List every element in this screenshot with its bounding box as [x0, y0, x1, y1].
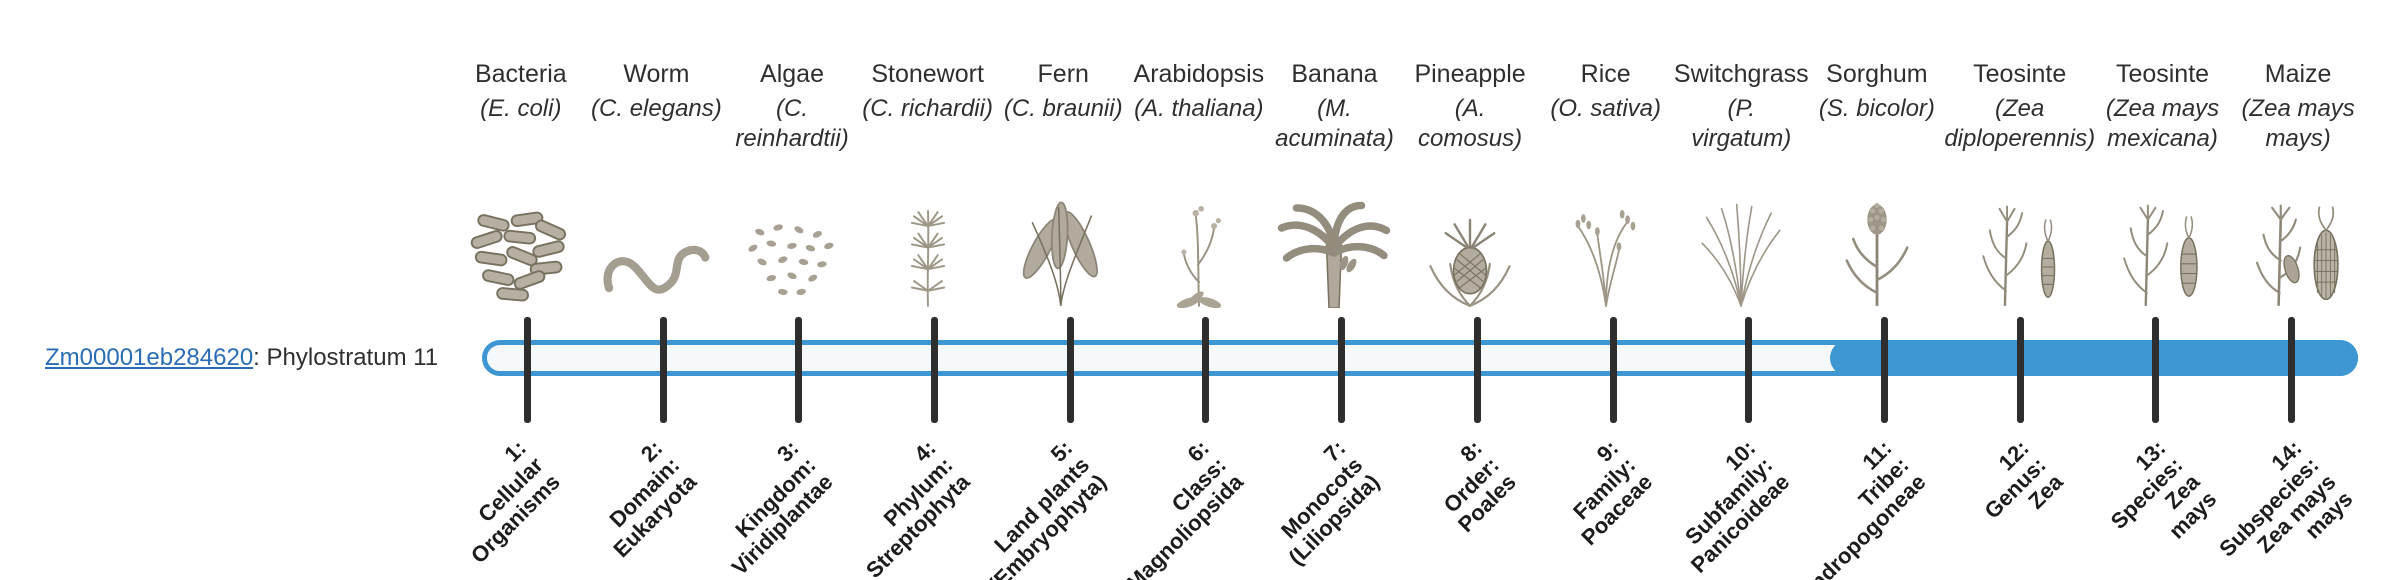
organism-scientific-name: (C. reinhardtii) — [735, 95, 849, 152]
phylostratum-tick — [795, 317, 803, 423]
organism-column-stonewort: Stonewort (C. richardii) — [860, 58, 996, 308]
organism-column-pineapple: Pineapple (A. comosus) — [1402, 58, 1538, 308]
stratum-label: 8: Order: Poales — [1438, 435, 1522, 538]
teosinte-mexicana-illustration — [2103, 190, 2223, 308]
teosinte-diploperennis-illustration — [1960, 190, 2080, 308]
algae-illustration — [732, 190, 852, 308]
organism-column-teosinte-diploperennis: Teosinte (Zea diploperennis) — [1944, 58, 2096, 308]
arabidopsis-illustration — [1144, 190, 1254, 308]
sorghum-illustration — [1822, 190, 1932, 308]
organism-common-name: Rice — [1580, 60, 1631, 88]
organism-common-name: Sorghum — [1826, 60, 1928, 88]
stratum-label: 12: Genus: Zea — [1979, 435, 2068, 524]
organism-scientific-name: (A. comosus) — [1418, 95, 1523, 152]
pineapple-illustration — [1415, 190, 1525, 308]
organism-scientific-name: (P. virgatum) — [1691, 95, 1792, 152]
organism-scientific-name: (A. thaliana) — [1134, 95, 1264, 122]
phylostratum-tick — [2152, 317, 2160, 423]
phylostratum-tick — [2016, 317, 2024, 423]
organism-column-banana: Banana (M. acuminata) — [1267, 58, 1403, 308]
organism-column-arabidopsis: Arabidopsis (A. thaliana) — [1131, 58, 1267, 308]
organism-common-name: Algae — [760, 60, 824, 88]
organism-common-name: Fern — [1037, 60, 1089, 88]
organism-scientific-name: (Zea diploperennis) — [1944, 95, 2096, 152]
strata-axis — [524, 317, 2295, 423]
stratum-label: 2: Domain: Eukaryota — [604, 435, 702, 563]
bacteria-illustration — [461, 190, 581, 308]
organism-column-algae: Algae (C. reinhardtii) — [724, 58, 860, 308]
phylostratum-tick — [931, 317, 939, 423]
organism-column-teosinte-mexicana: Teosinte (Zea mays mexicana) — [2095, 58, 2231, 308]
organism-common-name: Stonewort — [871, 60, 984, 88]
phylostrata-bar-fill — [1830, 340, 2358, 376]
organism-header-row: Bacteria (E. coli) Worm (C. elegans) — [453, 58, 2366, 308]
organism-common-name: Teosinte — [1973, 60, 2067, 88]
maize-illustration — [2233, 190, 2363, 308]
organism-common-name: Banana — [1291, 60, 1378, 88]
organism-scientific-name: (O. sativa) — [1550, 95, 1662, 122]
gene-label: Zm00001eb284620: Phylostratum 11 — [45, 344, 438, 372]
organism-common-name: Worm — [623, 60, 690, 88]
gene-phylostratum-text: : Phylostratum 11 — [253, 344, 439, 371]
organism-column-rice: Rice (O. sativa) — [1538, 58, 1674, 308]
organism-common-name: Maize — [2264, 60, 2332, 88]
organism-scientific-name: (Zea mays mexicana) — [2105, 95, 2220, 152]
organism-column-sorghum: Sorghum (S. bicolor) — [1809, 58, 1945, 308]
stratum-label: 9: Family: Poaceae — [1568, 435, 1658, 551]
switchgrass-illustration — [1686, 190, 1796, 308]
organism-scientific-name: (C. elegans) — [591, 95, 722, 122]
organism-common-name: Arabidopsis — [1133, 60, 1265, 88]
phylostratum-tick — [659, 317, 667, 423]
stonewort-illustration — [873, 190, 983, 308]
organism-scientific-name: (S. bicolor) — [1818, 95, 1935, 122]
phylostratum-tick — [1880, 317, 1888, 423]
organism-column-fern: Fern (C. braunii) — [995, 58, 1131, 308]
organism-scientific-name: (M. acuminata) — [1275, 95, 1394, 152]
phylostratum-tick — [1609, 317, 1617, 423]
organism-scientific-name: (E. coli) — [480, 95, 562, 122]
organism-column-maize: Maize (Zea mays mays) — [2230, 58, 2366, 308]
phylostratum-tick — [524, 317, 531, 423]
rice-illustration — [1551, 190, 1661, 308]
phylostratum-tick — [2287, 317, 2295, 423]
banana-illustration — [1269, 190, 1399, 308]
organism-common-name: Teosinte — [2115, 60, 2210, 88]
organism-common-name: Switchgrass — [1673, 60, 1809, 88]
organism-scientific-name: (C. braunii) — [1003, 95, 1123, 122]
gene-id-link[interactable]: Zm00001eb284620 — [45, 344, 254, 371]
fern-illustration — [1003, 190, 1123, 308]
organism-scientific-name: (Zea mays mays) — [2241, 95, 2355, 152]
stratum-label: 13: Species: Zea mays — [2105, 435, 2222, 544]
organism-scientific-name: (C. richardii) — [862, 95, 993, 122]
phylostratum-tick — [1745, 317, 1753, 423]
organism-column-switchgrass: Switchgrass (P. virgatum) — [1673, 58, 1809, 308]
strata-labels-row: 1: Cellular Organisms 2: Domain: Eukaryo… — [453, 430, 2366, 580]
worm-illustration — [596, 190, 716, 308]
phylostratum-tick — [1338, 317, 1346, 423]
phylostratum-tick — [1202, 317, 1210, 423]
organism-common-name: Pineapple — [1414, 60, 1526, 88]
organism-common-name: Bacteria — [474, 60, 567, 88]
phylostratum-tick — [1473, 317, 1481, 423]
organism-column-worm: Worm (C. elegans) — [589, 58, 725, 308]
stratum-label: 1: Cellular Organisms — [465, 435, 565, 569]
organism-column-bacteria: Bacteria (E. coli) — [453, 58, 589, 308]
phylostratum-tick — [1066, 317, 1074, 423]
